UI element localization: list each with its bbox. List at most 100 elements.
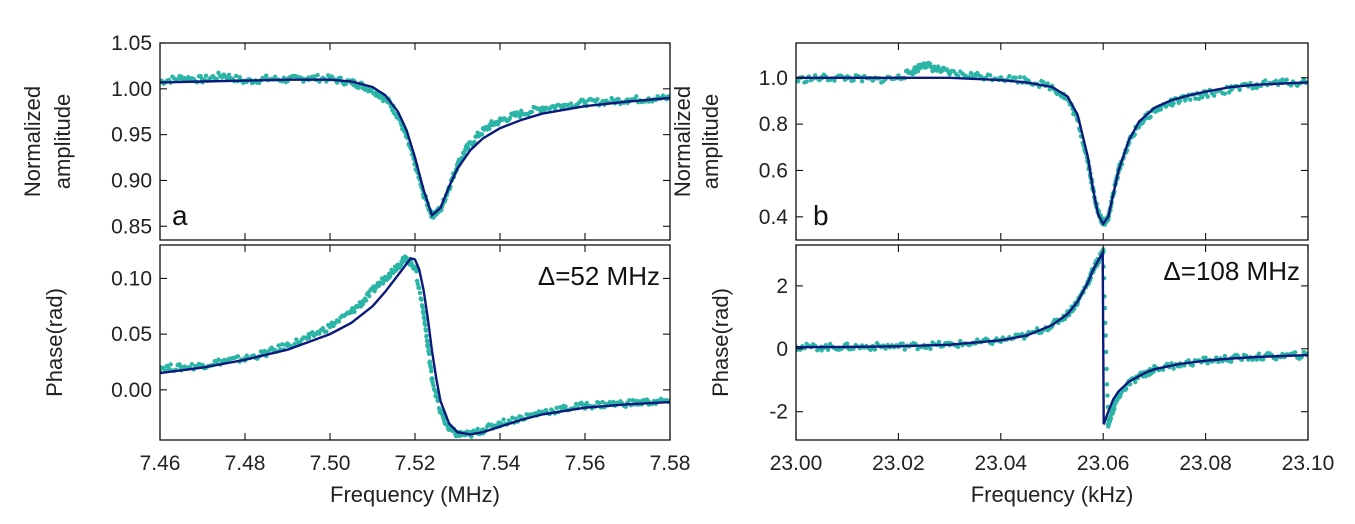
- data-point: [517, 114, 523, 120]
- plot-area: [160, 70, 670, 220]
- data-point: [198, 74, 203, 79]
- data-point: [616, 96, 621, 102]
- y-tick-label: 0.10: [111, 267, 152, 290]
- data-point: [1017, 75, 1023, 80]
- data-point: [1196, 96, 1201, 102]
- data-point: [872, 347, 878, 352]
- data-point: [472, 139, 477, 145]
- y-tick-label: 1.05: [111, 32, 152, 55]
- data-point: [1007, 73, 1012, 79]
- data-point: [519, 108, 524, 114]
- panel-letter: b: [813, 200, 829, 231]
- plot-frame: [159, 42, 671, 241]
- data-point: [1284, 77, 1289, 82]
- x-tick-label: 23.04: [975, 452, 1028, 475]
- data-point: [968, 70, 974, 76]
- data-point: [510, 415, 515, 420]
- data-point: [507, 115, 513, 121]
- data-point: [634, 94, 639, 99]
- y-axis-label: Phase(rad): [708, 288, 733, 397]
- y-tick-label: 1.0: [759, 67, 788, 90]
- data-point: [1041, 80, 1046, 85]
- data-point: [237, 75, 242, 80]
- y-tick-label: -2: [769, 401, 788, 424]
- data-point: [1229, 359, 1234, 364]
- data-point: [554, 405, 559, 411]
- data-point: [343, 81, 349, 87]
- data-point: [179, 74, 184, 79]
- data-point: [311, 74, 317, 79]
- plot-frame: [795, 42, 1309, 241]
- data-point: [465, 145, 471, 150]
- data-point: [955, 344, 961, 350]
- data-point: [294, 337, 299, 342]
- linewidth-annotation: Δ=52 MHz: [538, 261, 660, 291]
- y-tick-label: 0.85: [111, 215, 152, 238]
- data-point: [1171, 100, 1176, 106]
- y-axis-label: Phase(rad): [42, 288, 67, 397]
- y-tick-label: 0.8: [759, 113, 788, 136]
- x-tick-label: 7.58: [650, 452, 691, 475]
- linewidth-annotation: Δ=108 MHz: [1163, 256, 1300, 286]
- data-point: [600, 399, 605, 405]
- data-point: [425, 344, 431, 350]
- y-axis-label: amplitude: [698, 94, 723, 189]
- x-tick-label: 23.00: [770, 452, 823, 475]
- data-point: [1205, 94, 1210, 99]
- data-point: [1226, 90, 1232, 95]
- plot-frame: [795, 244, 1309, 441]
- data-point: [568, 101, 574, 106]
- y-axis-label: Normalized: [670, 86, 695, 197]
- data-point: [1165, 361, 1170, 367]
- data-point: [429, 369, 434, 374]
- data-point: [262, 348, 267, 354]
- data-point: [216, 357, 221, 362]
- data-point: [845, 341, 850, 346]
- data-point: [1222, 353, 1228, 359]
- data-point: [813, 73, 818, 78]
- data-point: [214, 76, 219, 82]
- data-point: [292, 341, 297, 347]
- data-point: [1182, 98, 1188, 103]
- data-point: [1263, 78, 1268, 83]
- data-point: [186, 75, 191, 80]
- data-point: [422, 317, 428, 322]
- x-tick-label: 7.56: [565, 452, 606, 475]
- data-point: [832, 78, 837, 83]
- data-point: [380, 281, 386, 286]
- data-point: [1273, 78, 1279, 83]
- data-point: [644, 397, 650, 402]
- y-axis-label: Normalized: [20, 86, 45, 197]
- chart-a-bottom: 0.00 0.05 0.10 7.46 7.48 7.50 7.52 7.54 7.56 7.58…: [42, 244, 691, 507]
- data-point: [434, 394, 440, 400]
- data-point: [529, 109, 535, 115]
- data-point: [1112, 406, 1117, 411]
- x-tick-label: 23.06: [1077, 452, 1130, 475]
- data-point: [419, 297, 424, 302]
- data-point: [1124, 386, 1129, 391]
- fit-curve: [796, 248, 1308, 425]
- data-point: [417, 285, 422, 291]
- data-point: [431, 383, 436, 388]
- data-point: [434, 390, 439, 395]
- data-point: [1256, 351, 1262, 356]
- data-point: [1106, 424, 1111, 429]
- data-point: [415, 282, 421, 287]
- data-point: [352, 309, 357, 315]
- data-point: [487, 126, 492, 131]
- data-points: [160, 70, 670, 220]
- fit-curve: [160, 257, 670, 436]
- x-tick-label: 23.08: [1179, 452, 1232, 475]
- data-point: [1193, 96, 1198, 101]
- data-point: [563, 404, 568, 409]
- panel-letter: a: [172, 200, 188, 231]
- data-point: [315, 72, 320, 78]
- data-point: [1237, 87, 1242, 93]
- data-point: [424, 333, 429, 338]
- y-axis-label: amplitude: [50, 94, 75, 189]
- plot-area: [160, 254, 670, 439]
- data-point: [1177, 98, 1183, 104]
- plot-area: [796, 247, 1308, 429]
- data-point: [581, 98, 586, 103]
- data-point: [804, 79, 809, 84]
